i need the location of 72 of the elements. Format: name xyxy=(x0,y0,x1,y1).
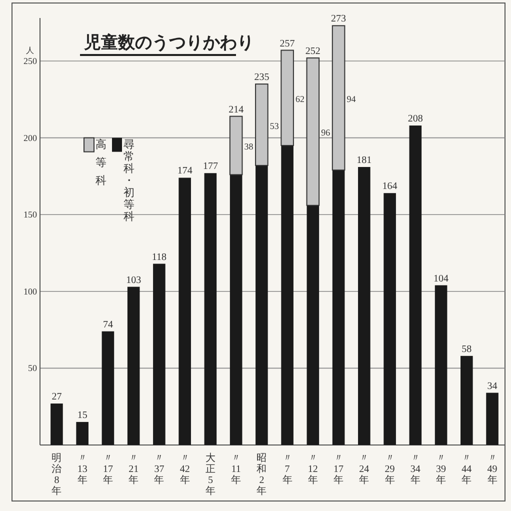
bar xyxy=(306,205,320,445)
x-tick-label: 〃17年 xyxy=(334,453,344,486)
y-tick-label: 250 xyxy=(24,56,38,66)
total-label: 58 xyxy=(462,344,472,355)
bar xyxy=(102,331,114,445)
total-label: 104 xyxy=(434,273,449,284)
data-label: 53 xyxy=(270,120,280,131)
total-label: 273 xyxy=(331,14,346,25)
x-tick-label: 〃13年 xyxy=(77,453,88,486)
bar xyxy=(76,422,88,445)
bar xyxy=(306,57,320,206)
x-tick-label: 〃39年 xyxy=(436,453,446,486)
x-tick-label: 〃21年 xyxy=(128,453,139,486)
x-tick-label: 〃24年 xyxy=(359,453,370,486)
total-label: 164 xyxy=(382,181,398,192)
x-tick-label: 〃7年 xyxy=(282,453,292,486)
total-label: 118 xyxy=(152,252,167,263)
y-axis-title: 人 xyxy=(26,46,34,56)
total-label: 103 xyxy=(126,274,142,286)
bar xyxy=(486,392,498,445)
x-tick-label: 〃11年 xyxy=(231,453,242,486)
bar xyxy=(434,285,448,445)
bar xyxy=(229,116,243,176)
bar xyxy=(280,50,294,146)
x-tick-label: 昭和2年 xyxy=(256,453,267,497)
data-label: 38 xyxy=(244,141,254,152)
bar xyxy=(332,170,345,445)
bar xyxy=(178,178,191,445)
y-tick-label: 100 xyxy=(24,286,38,296)
bar xyxy=(204,173,217,445)
legend-label: 高等科 xyxy=(96,138,106,187)
data-label: 62 xyxy=(295,94,304,104)
total-label: 214 xyxy=(228,104,244,116)
bar xyxy=(281,145,294,445)
bar xyxy=(256,165,268,445)
bar xyxy=(127,286,140,445)
data-label: 94 xyxy=(346,94,356,104)
bar xyxy=(332,25,346,171)
text: 児童数のうつりかわり xyxy=(83,33,254,53)
total-label: 252 xyxy=(305,46,320,57)
data-label: 96 xyxy=(321,128,331,138)
bar xyxy=(358,166,370,445)
x-tick-label: 〃37年 xyxy=(154,453,164,486)
bar xyxy=(409,126,422,445)
total-label: 257 xyxy=(280,38,295,50)
bar xyxy=(384,193,396,445)
total-label: 177 xyxy=(202,161,218,172)
x-tick-label: 〃17年 xyxy=(102,453,113,486)
total-label: 15 xyxy=(77,410,88,421)
total-label: 27 xyxy=(52,392,62,403)
total-label: 235 xyxy=(254,72,270,84)
x-tick-label: 明治8年 xyxy=(52,453,62,497)
x-tick-label: 〃12年 xyxy=(308,453,318,486)
total-label: 174 xyxy=(177,166,192,177)
bar xyxy=(153,264,166,445)
bar xyxy=(255,84,268,166)
x-tick-label: 〃34年 xyxy=(410,453,420,486)
y-tick-label: 50 xyxy=(28,363,38,374)
x-tick-label: 大正5年 xyxy=(205,452,216,497)
x-tick-label: 〃42年 xyxy=(180,453,190,486)
bar xyxy=(460,356,473,445)
y-tick-label: 150 xyxy=(24,210,38,220)
x-tick-label: 〃44年 xyxy=(462,453,472,486)
total-label: 181 xyxy=(356,154,372,166)
total-label: 74 xyxy=(102,319,113,330)
x-tick-label: 〃29年 xyxy=(384,453,395,486)
y-tick-label: 200 xyxy=(24,132,38,143)
total-label: 34 xyxy=(487,380,498,392)
total-label: 208 xyxy=(408,114,423,125)
bar xyxy=(230,174,242,445)
x-tick-label: 〃49年 xyxy=(487,453,498,486)
bar xyxy=(50,404,63,445)
